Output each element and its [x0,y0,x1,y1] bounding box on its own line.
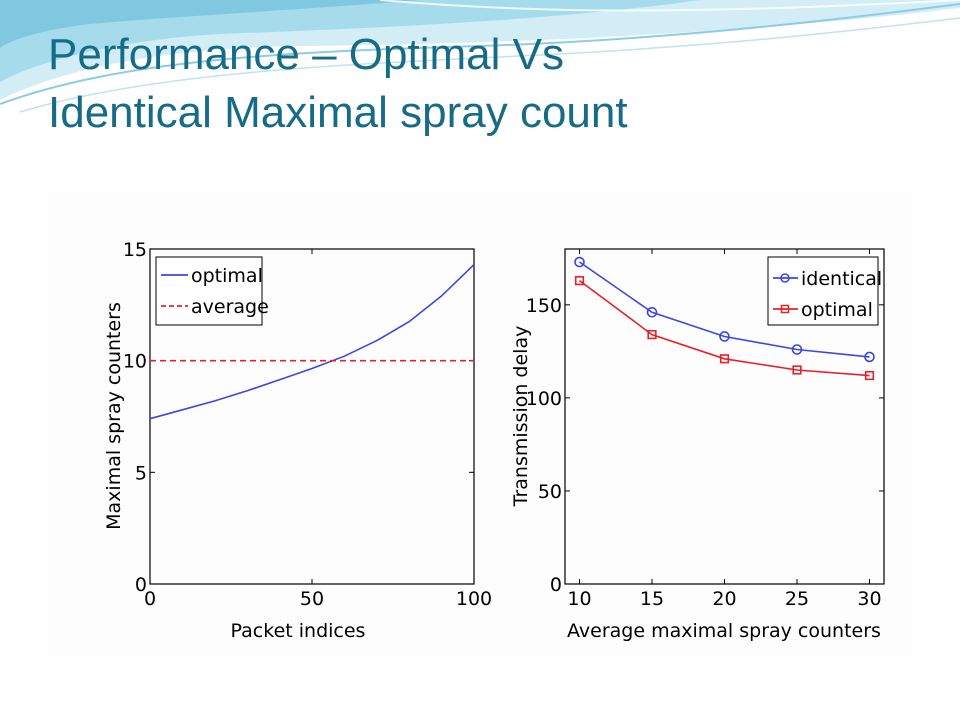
data-point-identical [864,351,875,363]
series-line-identical [579,261,870,358]
legend-box [767,256,879,326]
data-point-optimal [719,354,730,364]
x-axis-label: Packet indices [231,620,366,642]
data-point-optimal [864,370,875,381]
y-axis-label: Transmission delay [510,326,532,508]
data-point-identical [791,344,803,355]
legend-label-optimal: optimal [801,299,873,321]
legend: identical optimal [767,256,882,326]
series-line-optimal [579,279,870,377]
x-tick-label: 10 [567,588,591,610]
series-line-optimal [149,264,475,420]
data-point-optimal [647,330,657,340]
legend-box [155,256,263,326]
y-tick-label: 5 [135,462,147,484]
x-tick-label: 0 [144,588,156,610]
y-tick-label: 0 [135,574,147,596]
x-tick-label: 100 [456,588,492,610]
data-point-optimal [574,276,585,286]
x-tick-label: 25 [785,588,809,610]
swoosh-line-2 [19,17,960,113]
legend-label-average: average [191,296,269,318]
data-point-identical [574,256,585,268]
slide-title-line-2: Identical Maximal spray count [48,88,628,137]
header-swoosh-decoration [0,0,960,113]
swoosh-band-top [0,0,420,48]
y-tick-label: 10 [123,351,147,373]
y-tick-label: 0 [550,574,562,596]
chart-spray-counters: 0 50 100 0 5 10 15 optimal average Packet indi… [103,239,492,642]
figure-panel: 0 50 100 0 5 10 15 optimal average Packet indi… [48,192,912,656]
swoosh-line-3 [379,0,960,12]
axis-ticks: 10 15 20 25 30 0 50 100 150 [526,249,884,610]
x-axis-label: Average maximal spray counters [567,620,881,642]
x-tick-label: 50 [300,588,324,610]
slide-title: Performance – Optimal Vs Identical Maxim… [48,26,908,142]
slide-title-line-1: Performance – Optimal Vs [48,30,564,79]
data-lines [574,256,875,381]
y-axis-label: Maximal spray counters [103,302,125,530]
y-tick-label: 100 [526,388,562,410]
axis-ticks: 0 50 100 0 5 10 15 [123,239,492,610]
y-tick-label: 50 [538,481,562,503]
legend-label-identical: identical [801,268,882,290]
legend-marker-identical [780,273,790,283]
data-point-optimal [792,365,802,375]
data-point-identical [646,306,658,318]
legend-marker-optimal [780,304,790,314]
x-tick-label: 20 [712,588,736,610]
legend: optimal average [155,256,269,326]
legend-label-optimal: optimal [191,265,263,287]
data-point-identical [719,331,730,342]
swoosh-line-1 [0,3,960,105]
swoosh-band-mid [0,0,700,82]
y-tick-label: 15 [123,239,147,261]
x-tick-label: 15 [640,588,664,610]
data-lines [149,264,475,420]
y-tick-label: 150 [526,295,562,317]
chart-transmission-delay: 10 15 20 25 30 0 50 100 150 identical optimal Av… [510,248,885,642]
x-tick-label: 30 [857,588,881,610]
